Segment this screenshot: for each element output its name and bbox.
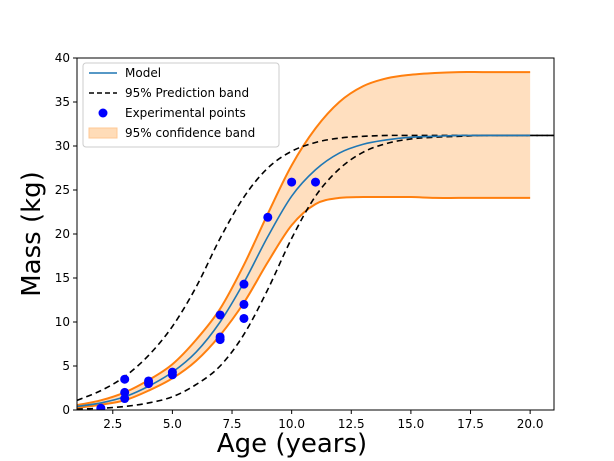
y-tick-label: 35 <box>55 95 70 109</box>
y-tick-label: 25 <box>55 183 70 197</box>
x-tick-label: 17.5 <box>457 417 484 431</box>
experimental-point <box>144 376 154 386</box>
experimental-point <box>120 394 130 404</box>
experimental-point <box>239 313 249 323</box>
experimental-point <box>120 374 130 384</box>
y-tick-label: 20 <box>55 227 70 241</box>
y-tick-label: 40 <box>55 51 70 65</box>
experimental-point <box>239 299 249 309</box>
x-tick-label: 7.5 <box>222 417 241 431</box>
x-tick-label: 5.0 <box>163 417 182 431</box>
x-axis-label: Age (years) <box>217 429 367 459</box>
prediction-upper-line <box>77 134 554 402</box>
experimental-point <box>311 177 320 187</box>
legend-label-confidence: 95% confidence band <box>125 126 255 140</box>
legend-frame <box>82 62 280 148</box>
legend-label-model: Model <box>125 66 161 80</box>
experimental-point <box>215 310 225 320</box>
experimental-point <box>263 212 273 222</box>
x-tick-label: 15.0 <box>398 417 425 431</box>
y-tick-label: 30 <box>55 139 70 153</box>
confidence-band-fill <box>77 72 531 408</box>
experimental-point <box>96 403 106 410</box>
x-tick-label: 12.5 <box>338 417 365 431</box>
experimental-point <box>215 332 225 342</box>
y-tick-label: 5 <box>62 359 70 373</box>
legend-label-prediction: 95% Prediction band <box>125 86 249 100</box>
y-tick-label: 0 <box>62 403 70 417</box>
experimental-point <box>120 387 130 397</box>
experimental-point <box>239 279 249 289</box>
x-tick-label: 2.5 <box>103 417 122 431</box>
legend-swatch-points <box>98 108 108 118</box>
y-tick-label: 15 <box>55 271 70 285</box>
confidence-lower-line <box>77 195 531 409</box>
x-tick-label: 10.0 <box>278 417 305 431</box>
experimental-point <box>167 367 177 377</box>
y-axis-label: Mass (kg) <box>17 171 47 297</box>
legend-label-points: Experimental points <box>125 106 246 120</box>
legend: Model 95% Prediction band Experimental p… <box>82 62 280 148</box>
x-tick-label: 20.0 <box>517 417 544 431</box>
y-tick-label: 10 <box>55 315 70 329</box>
experimental-point <box>287 177 297 187</box>
legend-swatch-confidence <box>88 127 118 139</box>
